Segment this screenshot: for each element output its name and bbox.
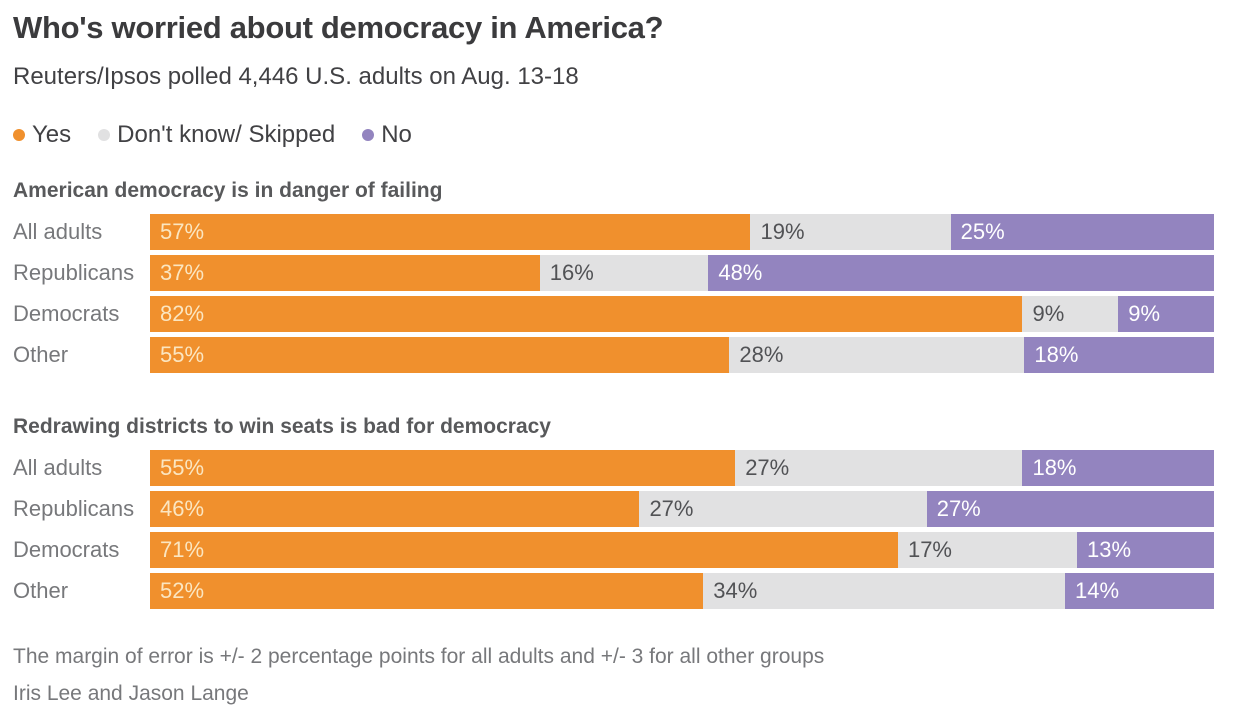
bar-row: Democrats 71% 17% 13% [13,532,1214,568]
bar-segment-yes: 55% [150,337,730,373]
row-label: Republicans [13,496,135,521]
chart-subtitle: Reuters/Ipsos polled 4,446 U.S. adults o… [13,63,579,90]
bar-segment-yes: 55% [150,450,736,486]
legend-label-yes: Yes [32,121,72,148]
bar-row: Other 55% 28% 18% [13,337,1214,373]
legend-dot-yes-icon [13,129,25,141]
bar-row: Republicans 37% 16% 48% [13,255,1214,291]
legend-item-dont-know: Don't know/ Skipped [98,121,335,149]
row-label: Democrats [13,301,120,326]
bar-segment-don-t-know-skipped: 16% [539,255,709,291]
legend-label-no: No [381,121,412,148]
chart-section: American democracy is in danger of faili… [13,179,1214,373]
row-label: All adults [13,219,103,244]
chart-sections: American democracy is in danger of faili… [13,179,1214,609]
bar-row: Republicans 46% 27% 27% [13,491,1214,527]
bar-segment-no: 27% [926,491,1214,527]
bar-segment-don-t-know-skipped: 34% [703,573,1066,609]
row-label: All adults [13,455,103,480]
bar-track: 57% 19% 25% [150,214,1214,250]
bar-segment-don-t-know-skipped: 9% [1022,296,1119,332]
section-title: Redrawing districts to win seats is bad … [13,415,551,438]
chart-section: Redrawing districts to win seats is bad … [13,415,1214,609]
section-title: American democracy is in danger of faili… [13,179,443,202]
legend-dot-dont-know-icon [98,129,111,141]
bar-track: 52% 34% 14% [150,573,1214,609]
bar-segment-no: 18% [1024,337,1214,373]
bar-track: 55% 28% 18% [150,337,1214,373]
bar-segment-don-t-know-skipped: 27% [639,491,927,527]
bar-track: 46% 27% 27% [150,491,1214,527]
legend: Yes Don't know/ Skipped No [13,121,1214,149]
legend-item-no: No [362,121,412,149]
bar-segment-no: 14% [1065,573,1214,609]
bar-track: 71% 17% 13% [150,532,1214,568]
bar-segment-yes: 46% [150,491,640,527]
page-title: Who's worried about democracy in America… [13,10,664,45]
bar-segment-don-t-know-skipped: 17% [897,532,1078,568]
bar-segment-yes: 57% [150,214,751,250]
row-label: Democrats [13,537,120,562]
bar-segment-don-t-know-skipped: 27% [735,450,1023,486]
byline: Iris Lee and Jason Lange [13,682,249,705]
bar-segment-don-t-know-skipped: 28% [729,337,1025,373]
bar-segment-no: 18% [1022,450,1214,486]
footnote: The margin of error is +/- 2 percentage … [13,645,825,668]
bar-segment-yes: 52% [150,573,704,609]
bar-track: 55% 27% 18% [150,450,1214,486]
bar-row: Democrats 82% 9% 9% [13,296,1214,332]
bar-segment-no: 9% [1118,296,1214,332]
bar-row: All adults 55% 27% 18% [13,450,1214,486]
legend-label-dont-know: Don't know/ Skipped [117,121,336,148]
bar-segment-yes: 82% [150,296,1023,332]
row-label: Other [13,342,69,367]
bar-segment-don-t-know-skipped: 19% [750,214,951,250]
legend-dot-no-icon [362,129,375,141]
bar-track: 82% 9% 9% [150,296,1214,332]
bar-segment-no: 48% [708,255,1214,291]
bar-segment-no: 13% [1077,532,1214,568]
bar-segment-yes: 71% [150,532,898,568]
bar-row: Other 52% 34% 14% [13,573,1214,609]
bar-segment-yes: 37% [150,255,540,291]
bar-track: 37% 16% 48% [150,255,1214,291]
legend-item-yes: Yes [13,121,71,149]
bar-segment-no: 25% [950,214,1214,250]
bar-row: All adults 57% 19% 25% [13,214,1214,250]
row-label: Republicans [13,260,135,285]
row-label: Other [13,578,69,603]
